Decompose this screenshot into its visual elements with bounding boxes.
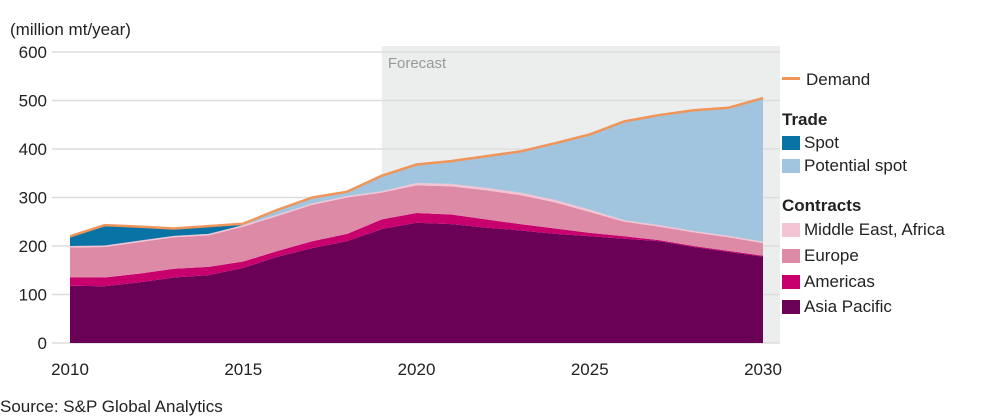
legend-potential-spot: Potential spot: [782, 156, 907, 176]
y-tick-label: 500: [19, 92, 47, 111]
area-europe: [70, 185, 763, 278]
demand-line: [69, 96, 764, 238]
legend-mea: Middle East, Africa: [782, 220, 945, 240]
legend-swatch: [782, 136, 800, 150]
forecast-label: Forecast: [388, 55, 447, 72]
legend-swatch: [782, 223, 800, 237]
legend-swatch: [782, 275, 800, 289]
legend-line-demand: [782, 77, 800, 80]
area-spot: [70, 182, 763, 246]
y-unit-label: (million mt/year): [10, 20, 131, 39]
y-tick-label: 100: [19, 286, 47, 305]
x-tick-label: 2025: [571, 360, 609, 379]
legend-swatch: [782, 159, 800, 173]
y-tick-label: 0: [38, 334, 47, 353]
y-tick-label: 300: [19, 189, 47, 208]
area-asia-pacific: [70, 222, 763, 343]
legend-demand: Demand: [782, 70, 870, 90]
legend-asia-pacific: Asia Pacific: [782, 297, 892, 317]
x-tick-label: 2010: [51, 360, 89, 379]
legend-americas: Americas: [782, 272, 875, 292]
area-middle-east-africa: [70, 182, 763, 248]
x-tick-label: 2015: [224, 360, 262, 379]
legend-title-contracts: Contracts: [782, 196, 862, 215]
legend-swatch: [782, 300, 800, 314]
area-americas: [70, 213, 763, 287]
legend-spot: Spot: [782, 133, 839, 153]
x-tick-label: 2030: [744, 360, 782, 379]
legend-title-trade: Trade: [782, 110, 828, 129]
legend-label: Demand: [806, 70, 871, 89]
area-potential-spot: [70, 98, 763, 242]
source-note: Source: S&P Global Analytics: [0, 397, 223, 416]
y-tick-label: 400: [19, 140, 47, 159]
legend-swatch: [782, 249, 800, 263]
legend-europe: Europe: [782, 246, 859, 266]
x-tick-label: 2020: [398, 360, 436, 379]
y-tick-label: 600: [19, 43, 47, 62]
y-tick-label: 200: [19, 237, 47, 256]
